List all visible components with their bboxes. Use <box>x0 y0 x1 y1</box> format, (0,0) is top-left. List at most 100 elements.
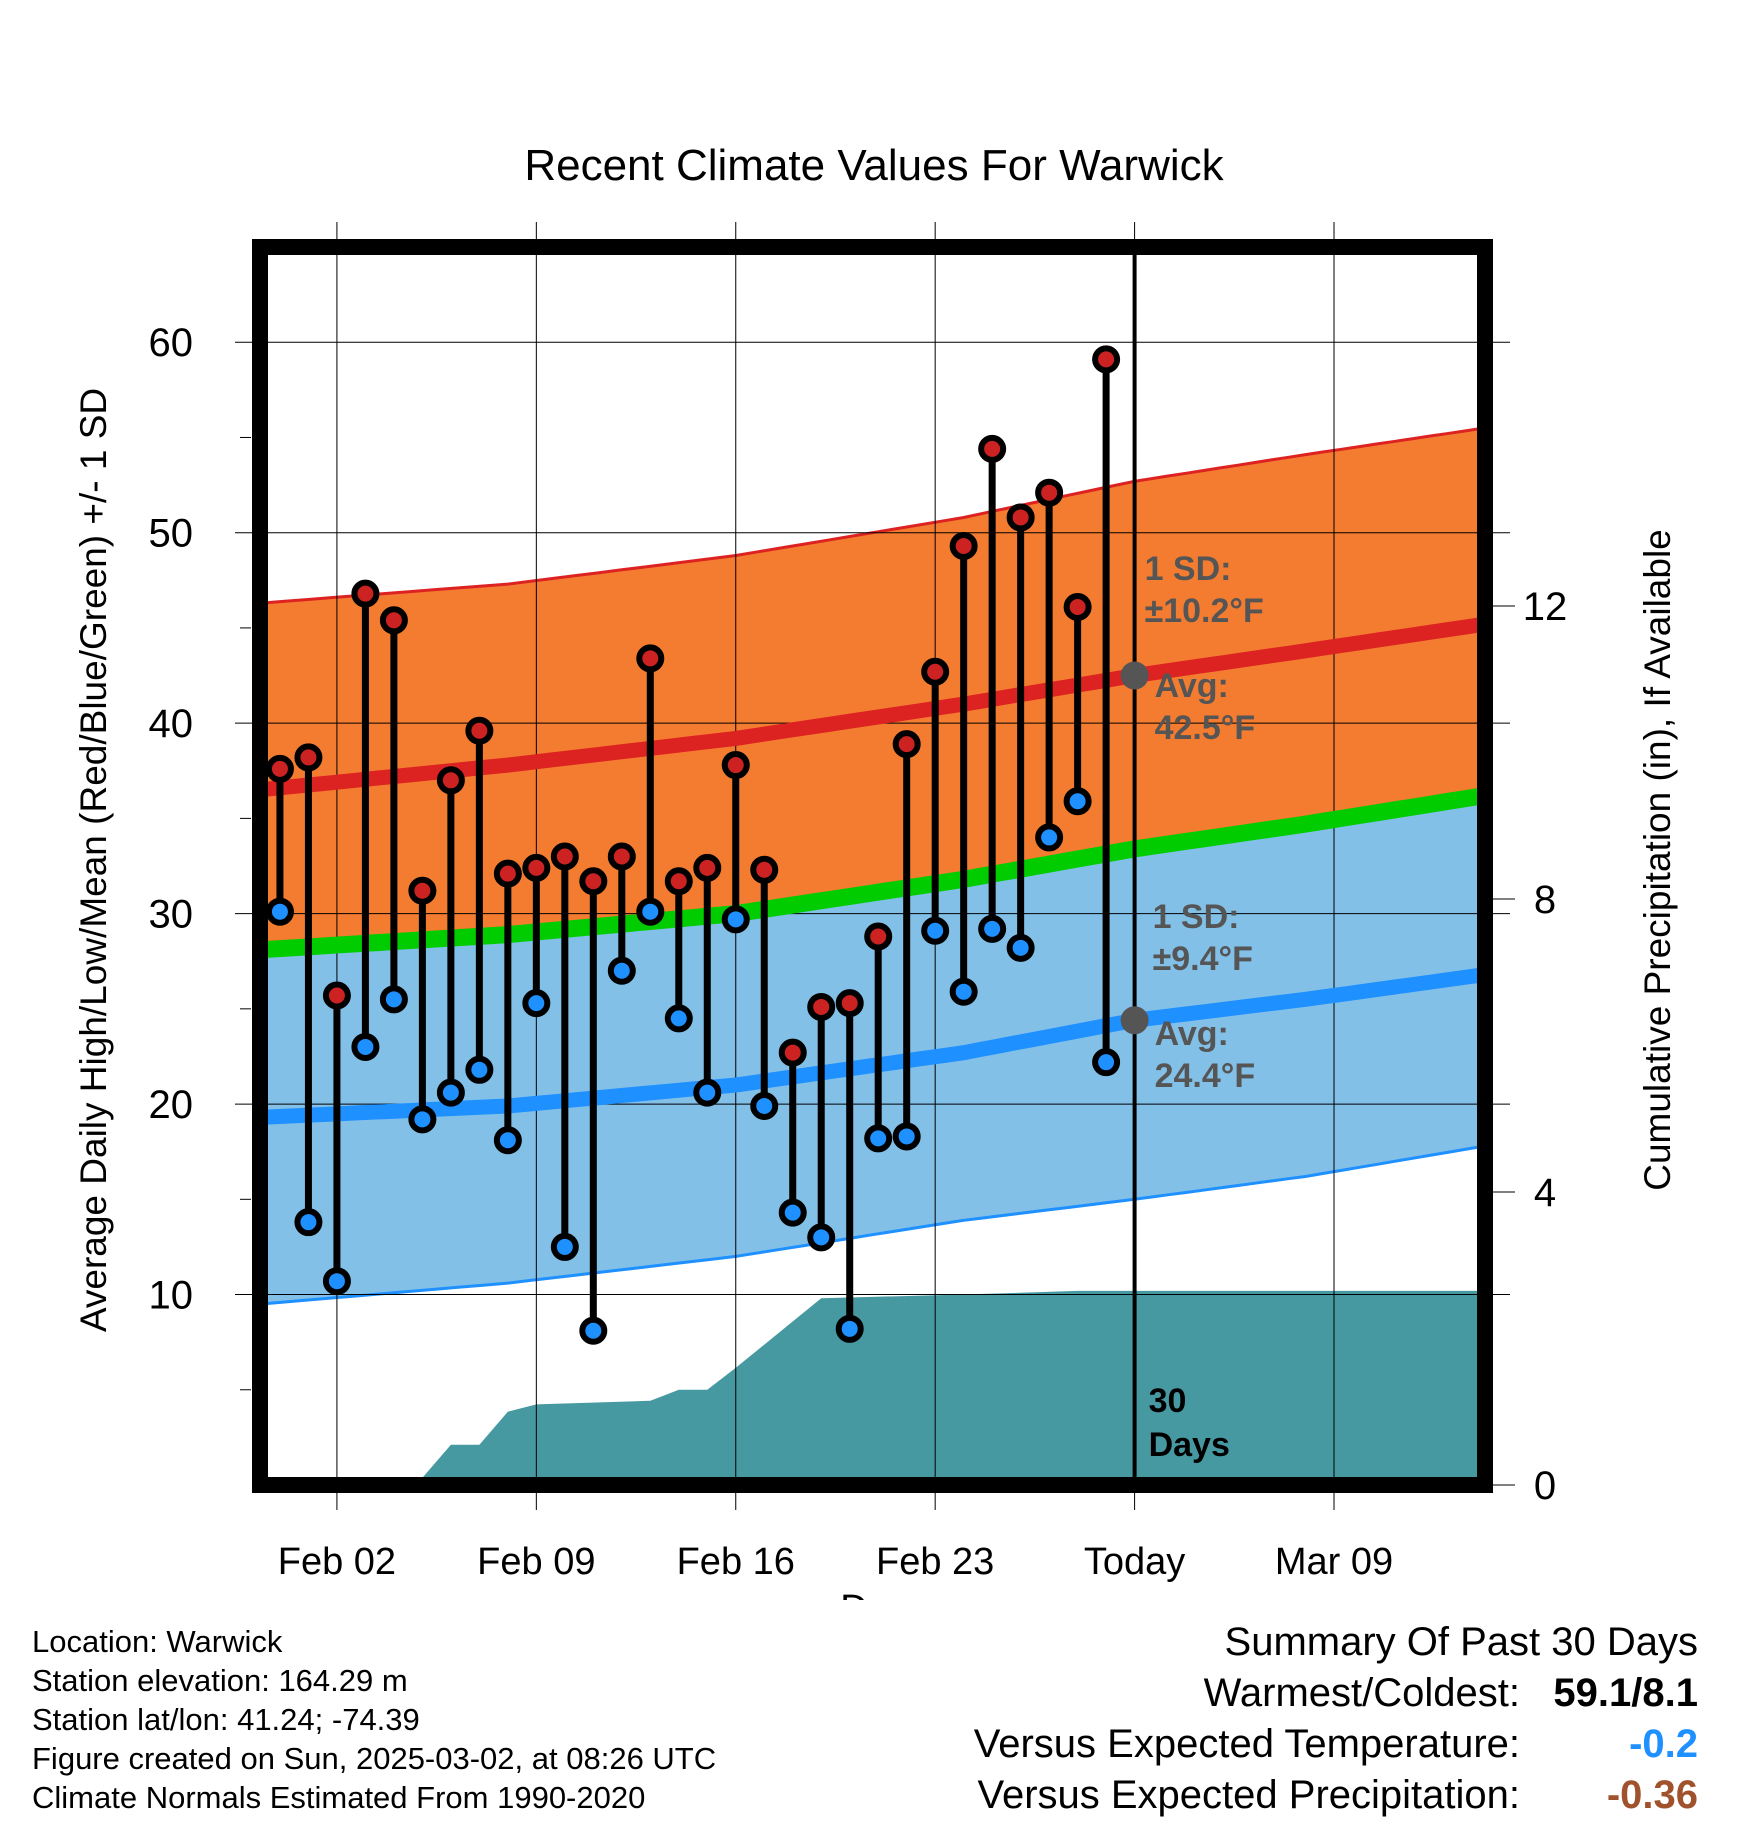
temp-dev-value: -0.2 <box>1629 1722 1698 1766</box>
x-tick-label: Feb 16 <box>677 1541 795 1583</box>
warmest-value: 59.1/8.1 <box>1553 1671 1698 1715</box>
daily-low-point <box>778 1198 807 1227</box>
daily-high-point <box>892 730 921 759</box>
days-word-annotation: Days <box>1149 1426 1230 1464</box>
normals-text: Climate Normals Estimated From 1990-2020 <box>32 1780 646 1815</box>
x-tick-label: Feb 02 <box>278 1541 396 1583</box>
y-tick-label: 60 <box>149 321 194 365</box>
daily-low-point <box>408 1105 437 1134</box>
y2-tick-label: 12 <box>1523 585 1568 629</box>
daily-high-point <box>1092 345 1121 374</box>
daily-high-point <box>835 989 864 1018</box>
chart-title: Recent Climate Values For Warwick <box>524 141 1224 190</box>
created-text: Figure created on Sun, 2025-03-02, at 08… <box>32 1741 717 1776</box>
daily-low-point <box>322 1267 351 1296</box>
daily-low-point <box>1063 787 1092 816</box>
y-tick-label: 50 <box>149 512 194 556</box>
daily-high-point <box>693 853 722 882</box>
y-tick-label: 20 <box>149 1083 194 1127</box>
days-count-annotation: 30 <box>1149 1382 1187 1420</box>
temp-dev-row: Versus Expected Temperature: -0.2 <box>974 1722 1698 1773</box>
daily-high-point <box>379 606 408 635</box>
daily-low-point <box>550 1232 579 1261</box>
daily-low-point <box>835 1314 864 1343</box>
axes: 10 20 30 40 50 60 0 4 8 12 Feb 02 Feb 09 Feb 16 Feb 2… <box>149 239 1568 1583</box>
daily-low-point <box>436 1078 465 1107</box>
high-sd-upper-line <box>259 426 1486 605</box>
annotations: 1 SD: ±10.2°F Avg: 42.5°F 1 SD: ±9.4°F Avg: 24.… <box>1145 550 1264 1464</box>
y2-tick-label: 0 <box>1534 1464 1556 1508</box>
daily-high-point <box>664 867 693 896</box>
daily-high-point <box>864 922 893 951</box>
x-tick-label: Today <box>1084 1541 1185 1583</box>
y2-axis-label: Cumulative Precipitation (in), If Availa… <box>1637 529 1678 1191</box>
low-avg-value: 24.4°F <box>1155 1057 1256 1095</box>
daily-low-point <box>807 1223 836 1252</box>
precip-dev-value: -0.36 <box>1606 1773 1698 1817</box>
daily-high-point <box>721 751 750 780</box>
y2-tick-label: 4 <box>1534 1171 1556 1215</box>
summary-title-row: Summary Of Past 30 Days <box>974 1620 1698 1671</box>
daily-low-point <box>294 1208 323 1237</box>
daily-high-point <box>636 644 665 673</box>
daily-low-point <box>864 1124 893 1153</box>
daily-high-point <box>750 855 779 884</box>
x-tick-label: Feb 09 <box>477 1541 595 1583</box>
low-sd-lower-line <box>259 1144 1486 1306</box>
daily-high-point <box>921 657 950 686</box>
daily-high-point <box>493 859 522 888</box>
daily-low-point <box>693 1078 722 1107</box>
daily-high-point <box>978 434 1007 463</box>
x-tick-label: Mar 09 <box>1275 1541 1393 1583</box>
daily-high-point <box>807 992 836 1021</box>
today-low-avg-marker <box>1120 1006 1149 1035</box>
daily-low-point <box>379 985 408 1014</box>
daily-high-point <box>522 853 551 882</box>
daily-high-point <box>408 876 437 905</box>
high-avg-annotation: Avg: <box>1155 667 1229 705</box>
low-sd-value: ±9.4°F <box>1153 940 1253 978</box>
daily-high-point <box>1035 478 1064 507</box>
daily-low-point <box>750 1091 779 1120</box>
daily-low-point <box>721 905 750 934</box>
daily-high-point <box>949 532 978 561</box>
daily-high-point <box>265 754 294 783</box>
high-sd-value: ±10.2°F <box>1145 592 1264 630</box>
daily-low-point <box>607 956 636 985</box>
normal-bands <box>259 426 1486 1306</box>
daily-low-point <box>1092 1048 1121 1077</box>
summary-title: Summary Of Past 30 Days <box>1224 1620 1698 1664</box>
latlon-text: Station lat/lon: 41.24; -74.39 <box>32 1702 420 1737</box>
daily-high-point <box>1063 592 1092 621</box>
warmest-row: Warmest/Coldest: 59.1/8.1 <box>974 1671 1698 1722</box>
daily-low-point <box>978 914 1007 943</box>
daily-high-point <box>550 842 579 871</box>
warmest-label: Warmest/Coldest: <box>1203 1671 1520 1715</box>
precipitation-area <box>262 1290 1485 1485</box>
low-sd-annotation: 1 SD: <box>1153 898 1240 936</box>
daily-low-point <box>636 897 665 926</box>
location-text: Location: Warwick <box>32 1624 283 1659</box>
y-tick-label: 30 <box>149 893 194 937</box>
precip-dev-label: Versus Expected Precipitation: <box>977 1773 1520 1817</box>
daily-high-point <box>579 867 608 896</box>
daily-low-point <box>579 1316 608 1345</box>
x-axis-label: Day <box>840 1588 908 1600</box>
daily-low-point <box>1006 933 1035 962</box>
low-avg-annotation: Avg: <box>1155 1015 1229 1053</box>
daily-observations <box>265 345 1149 1345</box>
daily-low-point <box>664 1004 693 1033</box>
summary-panel: Summary Of Past 30 Days Warmest/Coldest:… <box>974 1620 1698 1824</box>
y-tick-label: 40 <box>149 702 194 746</box>
daily-high-point <box>436 766 465 795</box>
high-sd-annotation: 1 SD: <box>1145 550 1232 588</box>
precip-dev-row: Versus Expected Precipitation: -0.36 <box>974 1773 1698 1824</box>
plot-frame <box>252 239 1493 1493</box>
daily-low-point <box>493 1126 522 1155</box>
daily-high-point <box>607 842 636 871</box>
precip-cumulative-area <box>262 1290 1485 1485</box>
y2-tick-label: 8 <box>1534 878 1556 922</box>
daily-high-point <box>465 716 494 745</box>
daily-high-point <box>294 743 323 772</box>
high-sd-band <box>260 427 1485 950</box>
